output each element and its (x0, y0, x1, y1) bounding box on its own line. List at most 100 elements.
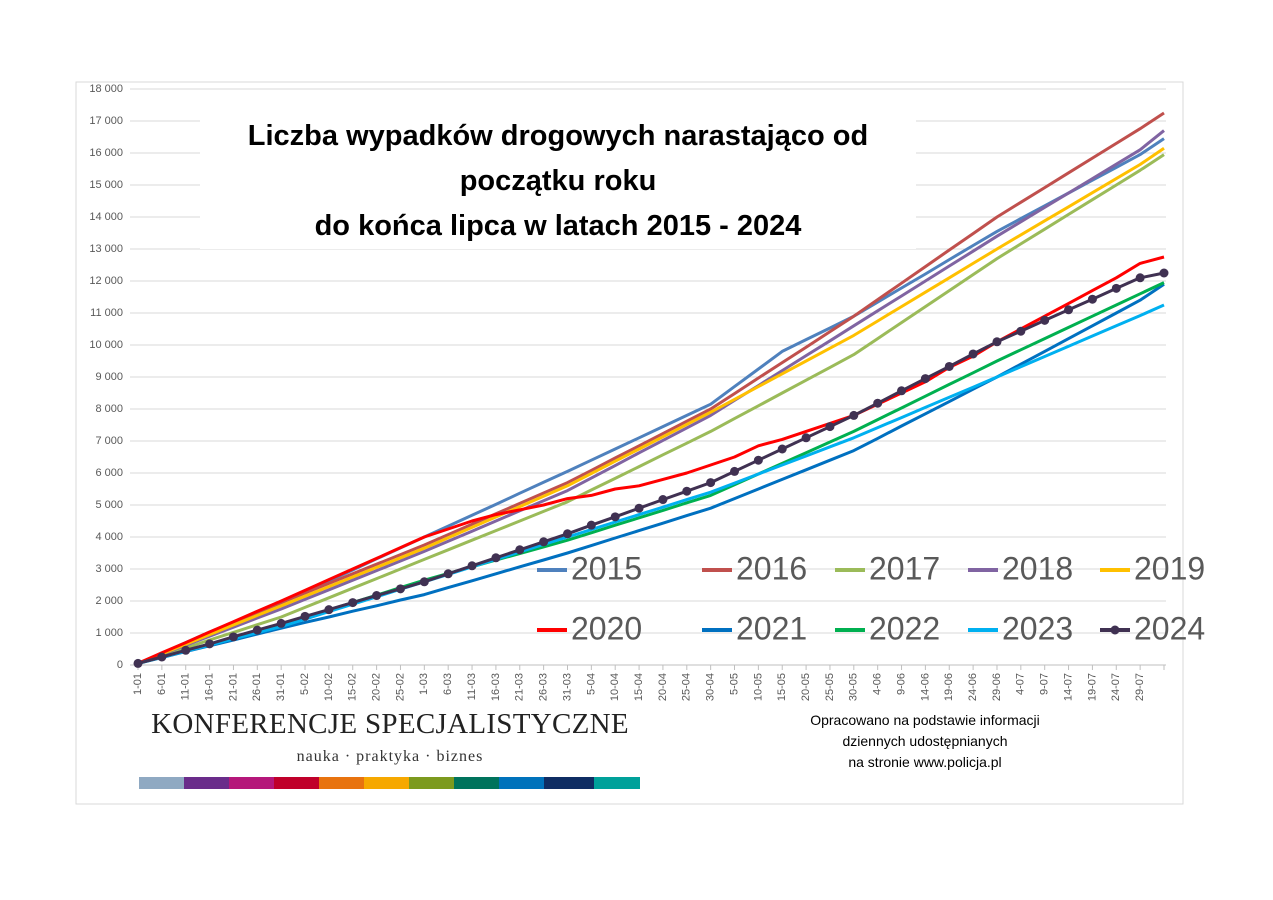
series-marker (801, 433, 811, 443)
x-tick-label: 10-02 (323, 673, 335, 701)
x-tick-label: 24-06 (967, 673, 979, 701)
legend-label: 2022 (869, 610, 940, 646)
series-line (137, 146, 1165, 665)
legend-label: 2017 (869, 550, 940, 586)
x-tick-label: 19-07 (1086, 673, 1098, 701)
y-tick-label: 16 000 (89, 147, 123, 159)
y-tick-label: 4 000 (95, 531, 123, 543)
x-tick-label: 16-03 (490, 673, 502, 701)
x-tick-label: 15-02 (347, 673, 359, 701)
logo-name: KONFERENCJE SPECJALISTYCZNE (151, 708, 629, 740)
x-tick-label: 29-06 (991, 673, 1003, 701)
y-tick-label: 7 000 (95, 435, 123, 447)
x-tick-label: 11-01 (180, 673, 192, 700)
x-tick-label: 15-05 (776, 673, 788, 701)
series-marker (1111, 283, 1121, 293)
x-tick-label: 25-02 (394, 673, 406, 701)
series-marker (228, 632, 238, 642)
series-marker (157, 652, 167, 662)
x-tick-label: 21-03 (514, 673, 526, 701)
x-tick-label: 30-04 (705, 673, 717, 701)
series-marker (252, 625, 262, 635)
series-marker (205, 639, 215, 649)
series-marker (276, 618, 286, 628)
x-tick-label: 14-07 (1062, 673, 1074, 701)
x-tick-label: 4-06 (872, 673, 884, 695)
y-tick-label: 14 000 (89, 211, 123, 223)
series-marker (372, 591, 382, 601)
series-marker (730, 466, 740, 476)
series-marker (706, 478, 716, 488)
y-tick-label: 9 000 (95, 371, 123, 383)
legend-label: 2021 (736, 610, 807, 646)
x-tick-label: 5-05 (728, 673, 740, 695)
y-tick-label: 3 000 (95, 563, 123, 575)
legend-label: 2024 (1134, 610, 1205, 646)
x-tick-label: 4-07 (1015, 673, 1027, 695)
x-tick-label: 25-04 (681, 673, 693, 701)
y-tick-label: 2 000 (95, 595, 123, 607)
series-marker (849, 410, 859, 420)
y-tick-label: 11 000 (90, 307, 123, 319)
logo-bar (139, 777, 640, 789)
y-tick-label: 8 000 (95, 403, 123, 415)
series-line (137, 129, 1165, 665)
series-marker (515, 545, 525, 555)
y-tick-label: 15 000 (89, 179, 123, 191)
logo-tagline: nauka · praktyka · biznes (296, 748, 484, 765)
series-marker (610, 512, 620, 522)
x-tick-label: 10-05 (752, 673, 764, 701)
legend-label: 2023 (1002, 610, 1073, 646)
series-line (137, 153, 1165, 665)
legend-label: 2016 (736, 550, 807, 586)
x-tick-label: 25-05 (824, 673, 836, 701)
series-marker (920, 374, 930, 384)
source-note: Opracowano na podstawie informacji dzien… (810, 712, 1040, 770)
series-marker (777, 444, 787, 454)
x-tick-label: 9-06 (895, 673, 907, 695)
x-tick-label: 20-02 (371, 673, 383, 701)
series-marker (1064, 305, 1074, 315)
y-tick-label: 17 000 (89, 115, 123, 127)
legend-label: 2018 (1002, 550, 1073, 586)
x-tick-label: 5-04 (585, 673, 597, 695)
x-tick-label: 6-01 (156, 673, 168, 695)
x-tick-label: 26-03 (538, 673, 550, 701)
x-tick-label: 24-07 (1110, 673, 1122, 701)
x-tick-label: 9-07 (1039, 673, 1051, 695)
x-tick-label: 21-01 (227, 673, 239, 701)
series-marker (443, 569, 453, 579)
legend-label: 2019 (1134, 550, 1205, 586)
x-tick-label: 30-05 (848, 673, 860, 701)
series-marker (825, 422, 835, 432)
series-marker (324, 605, 334, 615)
x-tick-label: 10-04 (609, 673, 621, 701)
series-marker (1087, 294, 1097, 304)
series-marker (300, 611, 310, 621)
x-tick-label: 1-03 (418, 673, 430, 695)
series-marker (181, 645, 191, 655)
legend-marker (1110, 625, 1120, 635)
x-tick-label: 5-02 (299, 673, 311, 695)
series-marker (682, 486, 692, 496)
y-tick-label: 0 (117, 659, 123, 671)
series-marker (586, 520, 596, 530)
x-tick-label: 20-05 (800, 673, 812, 701)
series-marker (1040, 315, 1050, 325)
x-tick-label: 6-03 (442, 673, 454, 695)
series-marker (873, 398, 883, 408)
y-tick-label: 1 000 (95, 627, 123, 639)
x-tick-label: 29-07 (1134, 673, 1146, 701)
y-tick-label: 12 000 (89, 275, 123, 287)
series-marker (753, 455, 763, 465)
series-marker (968, 349, 978, 359)
x-tick-label: 31-03 (561, 673, 573, 701)
chart-title: Liczba wypadków drogowych narastająco od… (200, 114, 916, 249)
series-marker (634, 503, 644, 513)
series-marker (133, 658, 143, 668)
x-tick-label: 31-01 (275, 673, 287, 701)
legend-label: 2020 (571, 610, 642, 646)
x-tick-label: 26-01 (251, 673, 263, 701)
y-tick-label: 13 000 (89, 243, 123, 255)
